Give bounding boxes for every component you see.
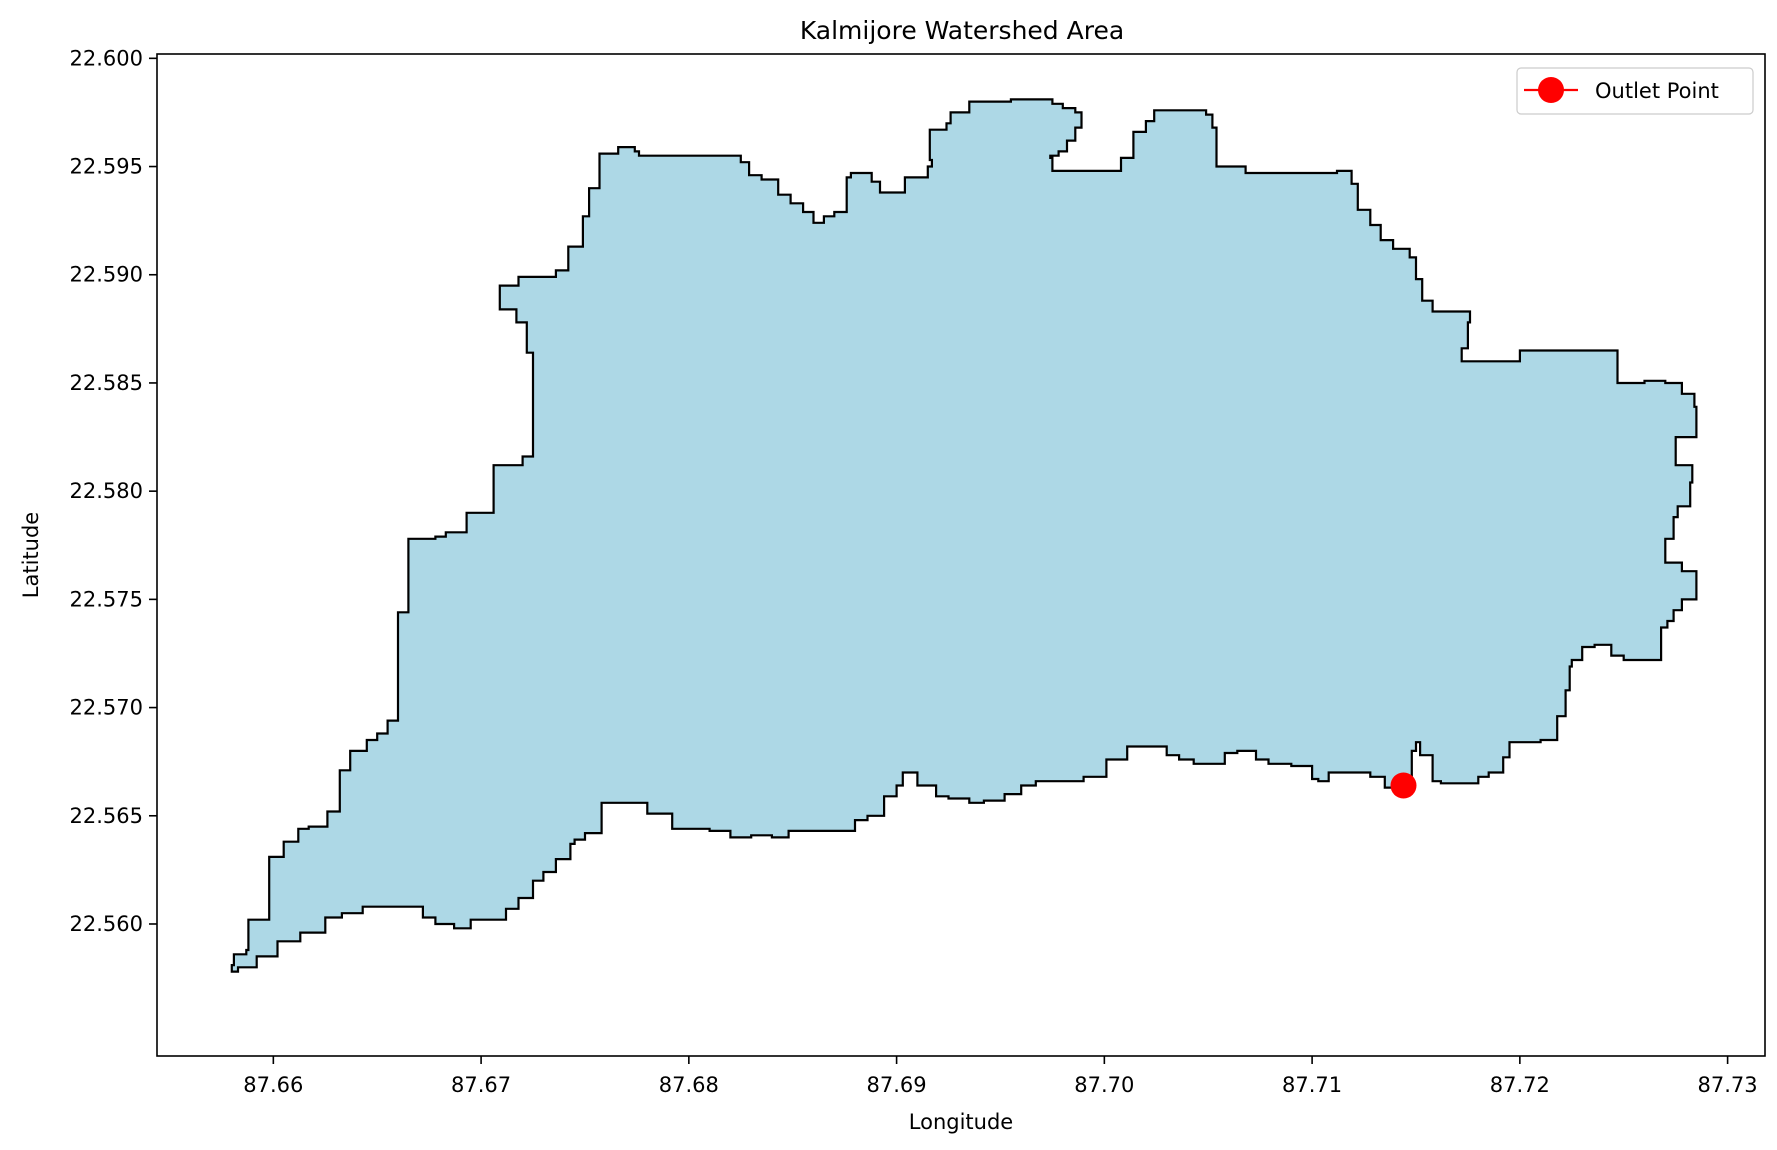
legend-marker-swatch xyxy=(1538,77,1564,103)
outlet-point-marker[interactable] xyxy=(1390,772,1417,799)
y-tick-label: 22.575 xyxy=(70,587,143,611)
y-tick-label: 22.590 xyxy=(70,263,143,287)
x-tick-label: 87.69 xyxy=(867,1073,927,1097)
y-tick-label: 22.580 xyxy=(70,479,143,503)
legend-label-outlet-point: Outlet Point xyxy=(1595,79,1719,103)
watershed-boundary xyxy=(230,98,1698,973)
x-axis-label: Longitude xyxy=(909,1110,1013,1134)
y-axis-ticks: 22.560 22.565 22.570 22.575 22.580 22.585 22.5… xyxy=(70,46,157,936)
x-tick-label: 87.72 xyxy=(1490,1073,1550,1097)
y-tick-label: 22.570 xyxy=(70,696,143,720)
legend: Outlet Point xyxy=(1516,67,1754,115)
axes-frame xyxy=(156,53,1766,1057)
y-tick-label: 22.565 xyxy=(70,804,143,828)
x-tick-label: 87.71 xyxy=(1282,1073,1342,1097)
x-tick-label: 87.66 xyxy=(243,1073,303,1097)
plot-title: Kalmijore Watershed Area xyxy=(800,16,1124,45)
x-tick-label: 87.68 xyxy=(659,1073,719,1097)
x-tick-label: 87.73 xyxy=(1698,1073,1758,1097)
y-tick-label: 22.600 xyxy=(70,46,143,70)
x-tick-label: 87.70 xyxy=(1074,1073,1134,1097)
x-tick-label: 87.67 xyxy=(451,1073,511,1097)
y-tick-label: 22.560 xyxy=(70,912,143,936)
plot-area xyxy=(230,98,1698,973)
y-tick-label: 22.595 xyxy=(70,155,143,179)
y-axis-label: Latitude xyxy=(19,512,43,598)
y-tick-label: 22.585 xyxy=(70,371,143,395)
legend-box xyxy=(1516,67,1754,115)
x-axis-ticks: 87.66 87.67 87.68 87.69 87.70 87.71 87.72 87.73 xyxy=(243,1056,1758,1097)
